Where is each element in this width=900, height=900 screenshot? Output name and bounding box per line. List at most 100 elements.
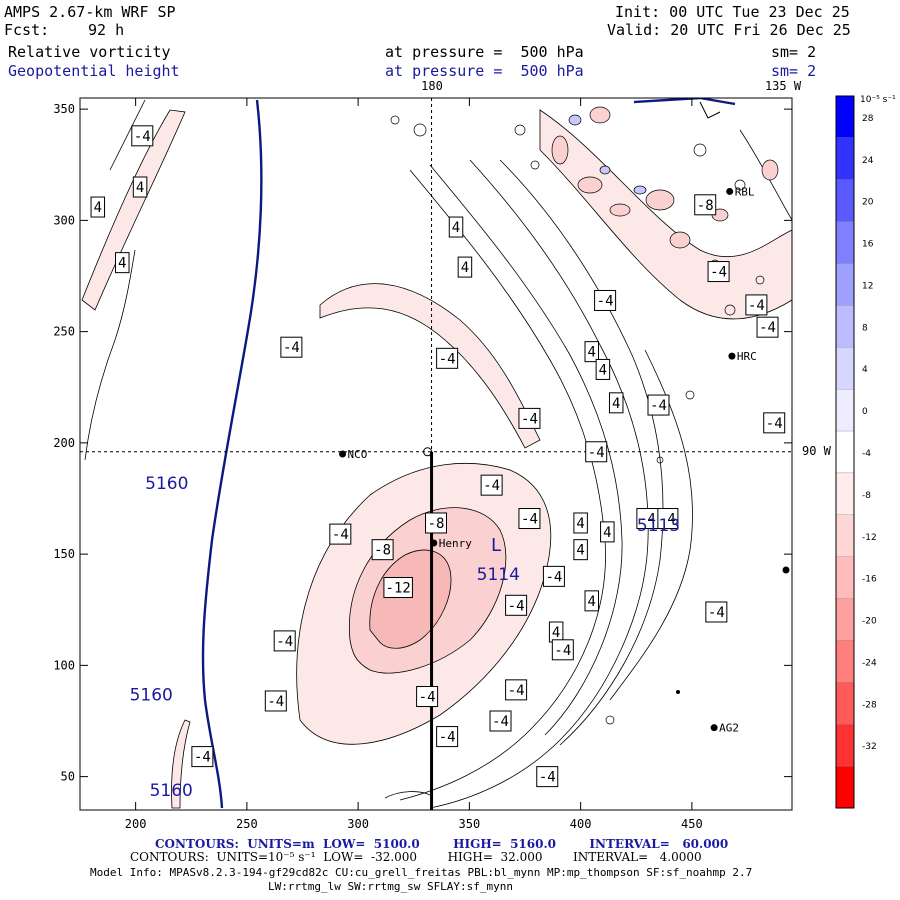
valid-time: Valid: 20 UTC Fri 26 Dec 25 (607, 21, 851, 39)
colorbar-label: -16 (862, 575, 877, 585)
colorbar-cell (835, 179, 855, 222)
svg-text:-4: -4 (545, 569, 562, 585)
forecast-label: Fcst: (4, 21, 50, 39)
svg-text:-4: -4 (419, 690, 436, 706)
svg-text:-4: -4 (521, 512, 538, 528)
svg-text:-4: -4 (759, 320, 776, 336)
height-label: 5160 (145, 474, 188, 494)
colorbar-label: 28 (862, 114, 874, 124)
colorbar-cell (835, 221, 855, 264)
ring (724, 304, 736, 316)
lon-label-135w: 135 W (765, 79, 802, 93)
blob (669, 231, 691, 249)
vorticity-fill-sw (171, 719, 191, 809)
x-tick-label: 400 (570, 817, 592, 831)
svg-text:RBL: RBL (735, 185, 755, 198)
vorticity-label: 4 (584, 590, 599, 612)
vorticity-label: -4 (551, 639, 574, 661)
vorticity-label: -4 (647, 394, 670, 416)
svg-text:4: 4 (576, 516, 584, 532)
edge-station-dot (782, 566, 790, 574)
vorticity-label: 4 (573, 512, 588, 534)
svg-text:4: 4 (588, 594, 596, 610)
field2-smoothing: sm= 2 (771, 62, 817, 80)
colorbar-cell (835, 137, 855, 180)
vorticity-label: -4 (280, 336, 303, 358)
blob (633, 185, 647, 195)
footer-model-info-2: LW:rrtmg_lw SW:rrtmg_sw SFLAY:sf_mynn (268, 880, 514, 893)
svg-text:-4: -4 (639, 512, 656, 528)
vorticity-label: -8 (425, 512, 447, 534)
y-tick-label: 200 (53, 436, 75, 450)
station-henry: Henry (430, 537, 472, 550)
colorbar-label: 12 (862, 281, 873, 291)
svg-text:-4: -4 (650, 398, 667, 414)
colorbar-cell (835, 724, 855, 767)
vorticity-label: -4 (505, 679, 528, 701)
coastline-inlet (699, 101, 721, 119)
svg-text:4: 4 (603, 525, 611, 541)
svg-text:-4: -4 (267, 694, 284, 710)
colorbar-label: -32 (862, 742, 877, 752)
vorticity-label: -4 (131, 125, 154, 147)
y-tick-label: 350 (53, 102, 75, 116)
colorbar-cell (835, 682, 855, 725)
vorticity-label: 4 (595, 358, 611, 380)
svg-text:-4: -4 (492, 714, 509, 730)
lat-label-90w: 90 W (802, 444, 832, 458)
vorticity-label: -4 (594, 289, 617, 311)
vorticity-label: 4 (457, 256, 473, 278)
ring (605, 715, 615, 725)
vorticity-label: -4 (518, 407, 541, 429)
vorticity-label: -4 (273, 630, 296, 652)
vorticity-label: 4 (90, 196, 106, 218)
vorticity-noise-rings (390, 115, 765, 725)
colorbar-unit: 10⁻⁵ s⁻¹ (860, 95, 896, 105)
colorbar-cell (835, 305, 855, 348)
svg-text:4: 4 (552, 625, 560, 641)
colorbar-label: -12 (862, 533, 877, 543)
low-pressure-marker: L (491, 535, 501, 556)
vort-line-5 (609, 349, 693, 701)
model-title: AMPS 2.67-km WRF SP (4, 3, 176, 21)
vort-line-8 (384, 791, 431, 799)
svg-text:-8: -8 (428, 516, 445, 532)
field1-pressure: at pressure = 500 hPa (385, 43, 584, 61)
colorbar-labels: 28 24 20 16 12 8 4 0 -4 -8 -12 -16 -20 -24 -28 -32 (862, 114, 877, 752)
height-contour-5160 (201, 99, 263, 809)
y-tick-label: 50 (61, 770, 75, 784)
y-tick-label: 150 (53, 547, 75, 561)
svg-text:4: 4 (576, 543, 584, 559)
vorticity-label: -4 (542, 565, 565, 587)
ring (530, 160, 540, 170)
colorbar-label: -28 (862, 700, 877, 710)
colorbar-label: 0 (862, 407, 868, 417)
vorticity-label: -4 (436, 347, 459, 369)
colorbar-label: 24 (862, 156, 874, 166)
blob (589, 106, 611, 124)
vorticity-label: -8 (694, 194, 717, 216)
blob (568, 114, 582, 126)
colorbar-cell (835, 95, 855, 139)
svg-text:-4: -4 (554, 643, 571, 659)
ring (656, 456, 664, 464)
vorticity-label: -12 (383, 577, 413, 598)
vorticity-label: 4 (573, 539, 588, 561)
colorbar-cell (835, 514, 855, 557)
svg-text:-4: -4 (710, 265, 727, 281)
station-markers: NCO Henry AG2 HRC RBL (339, 185, 757, 735)
svg-text:4: 4 (461, 260, 469, 276)
init-time: Init: 00 UTC Tue 23 Dec 25 (615, 3, 850, 21)
svg-text:4: 4 (136, 180, 144, 196)
vorticity-label: -8 (371, 539, 394, 561)
svg-text:-4: -4 (521, 411, 538, 427)
vorticity-label: -4 (480, 474, 503, 496)
svg-text:-4: -4 (283, 340, 300, 356)
svg-text:4: 4 (588, 345, 596, 361)
svg-text:4: 4 (452, 220, 460, 236)
lon-label-180: 180 (421, 79, 443, 93)
ring (390, 115, 400, 125)
svg-text:-12: -12 (386, 581, 411, 597)
